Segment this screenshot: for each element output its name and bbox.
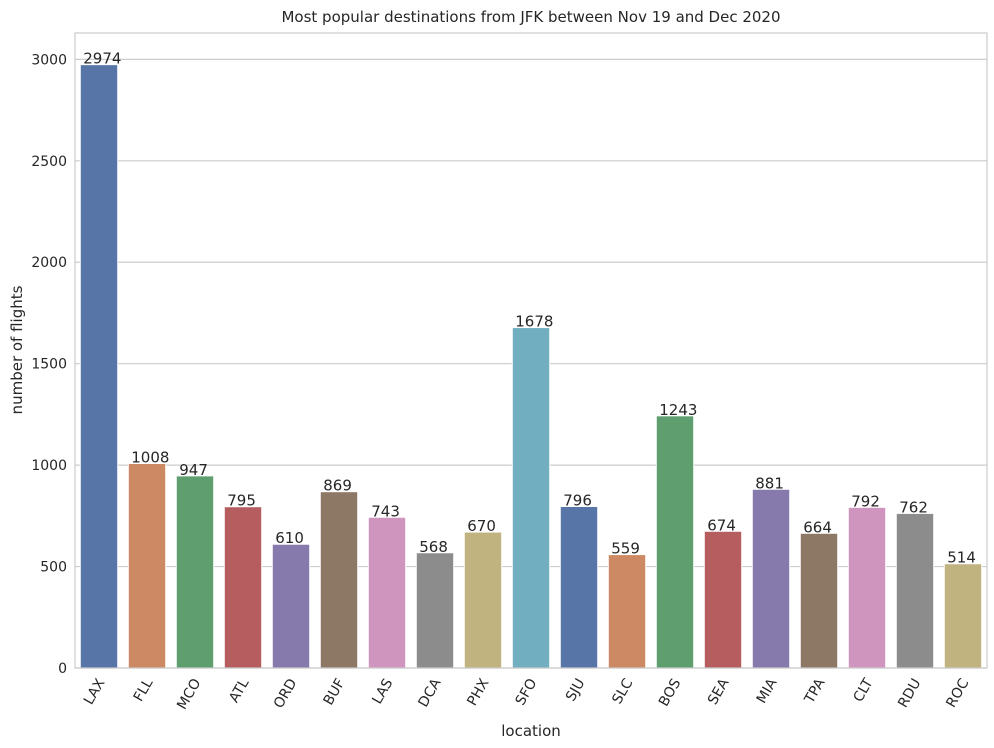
data-label-sfo: 1678 [515, 313, 553, 331]
x-tick-label-ord: ORD [271, 676, 301, 711]
data-label-las: 743 [371, 502, 400, 520]
data-label-tpa: 664 [803, 518, 832, 536]
data-label-slc: 559 [611, 540, 640, 558]
bar-roc [943, 563, 983, 669]
bars [79, 64, 983, 669]
data-label-phx: 670 [467, 517, 496, 535]
data-label-dca: 568 [419, 538, 448, 556]
y-tick-label: 0 [58, 661, 67, 677]
data-label-bos: 1243 [659, 401, 697, 419]
data-label-fll: 1008 [131, 449, 169, 467]
data-label-rdu: 762 [899, 498, 928, 516]
bar-phx [463, 531, 503, 669]
y-tick-label: 2000 [31, 255, 67, 271]
bar-sfo [511, 327, 551, 669]
bar-atl [223, 506, 263, 669]
data-label-sea: 674 [707, 516, 736, 534]
data-label-mco: 947 [179, 461, 208, 479]
x-tick-label-las: LAS [369, 676, 396, 707]
data-labels: 2974 1008 947 795 610 869 743 568 670 1678 796 559 1… [83, 50, 976, 567]
bar-lax [79, 64, 119, 669]
x-tick-label-mco: MCO [174, 676, 204, 712]
y-tick-label: 3000 [31, 52, 67, 68]
x-tick-label-roc: ROC [943, 676, 972, 711]
y-tick-label: 1000 [31, 458, 67, 474]
data-label-lax: 2974 [83, 50, 121, 68]
data-label-ord: 610 [275, 529, 304, 547]
bar-slc [607, 554, 647, 669]
data-label-mia: 881 [755, 474, 784, 492]
x-tick-label-mia: MIA [754, 676, 781, 707]
bar-buf [319, 491, 359, 669]
x-tick-label-lax: LAX [81, 676, 109, 708]
x-tick-label-sju: SJU [563, 676, 588, 704]
y-tick-label: 2500 [31, 154, 67, 170]
x-axis-ticks: LAX FLL MCO ATL ORD BUF LAS DCA PHX SFO SJU SLC BOS S… [81, 676, 973, 713]
x-tick-label-dca: DCA [416, 676, 445, 710]
x-axis-label: location [501, 722, 561, 740]
data-label-roc: 514 [947, 549, 976, 567]
bar-tpa [799, 532, 839, 669]
data-label-clt: 792 [851, 492, 880, 510]
x-tick-label-fll: FLL [131, 676, 157, 705]
bar-mia [751, 488, 791, 669]
bar-fll [127, 463, 167, 669]
y-tick-label: 1500 [31, 357, 67, 373]
y-axis-label: number of flights [8, 285, 26, 414]
bar-rdu [895, 512, 935, 669]
x-tick-label-tpa: TPA [801, 676, 828, 707]
data-label-sju: 796 [563, 492, 592, 510]
bar-ord [271, 543, 311, 669]
x-tick-label-sea: SEA [705, 676, 733, 708]
x-tick-label-buf: BUF [321, 676, 349, 708]
x-tick-label-atl: ATL [226, 676, 252, 706]
x-tick-label-sfo: SFO [513, 676, 541, 708]
x-tick-label-clt: CLT [851, 676, 877, 705]
y-tick-label: 500 [40, 560, 67, 576]
bar-clt [847, 506, 887, 669]
x-tick-label-phx: PHX [464, 676, 492, 709]
x-tick-label-slc: SLC [609, 676, 636, 707]
bar-sea [703, 530, 743, 669]
bar-mco [175, 475, 215, 669]
data-label-buf: 869 [323, 477, 352, 495]
chart-title: Most popular destinations from JFK betwe… [281, 8, 780, 26]
bar-dca [415, 552, 455, 669]
bar-las [367, 516, 407, 669]
bar-sju [559, 506, 599, 669]
plot-frame [74, 32, 988, 669]
bar-bos [655, 415, 695, 669]
y-axis-ticks: 0 500 1000 1500 2000 2500 3000 [31, 52, 67, 677]
x-tick-label-bos: BOS [656, 676, 685, 709]
x-tick-label-rdu: RDU [895, 676, 924, 711]
data-label-atl: 795 [227, 492, 256, 510]
